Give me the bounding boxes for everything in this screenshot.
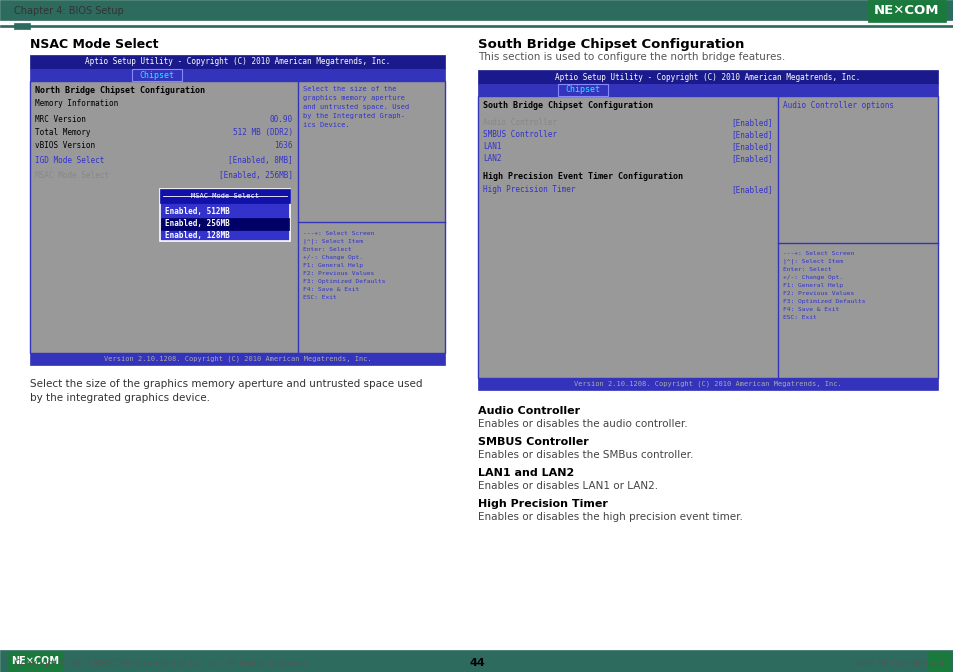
Text: F3: Optimized Defaults: F3: Optimized Defaults [303,279,385,284]
Text: Select the size of the: Select the size of the [303,86,396,92]
Bar [558,84,607,96]
Text: Enabled, 256MB: Enabled, 256MB [165,219,230,228]
Text: Aptio Setup Utility - Copyright (C) 2010 American Megatrends, Inc.: Aptio Setup Utility - Copyright (C) 2010… [555,73,860,81]
Bar [927,652,949,670]
Text: Enables or disables the SMBus controller.: Enables or disables the SMBus controller… [477,450,693,460]
Bar [161,218,289,230]
Text: ESC: Exit: ESC: Exit [782,314,816,320]
Text: NISE 90 User Manual: NISE 90 User Manual [856,659,943,668]
Text: High Precision Timer: High Precision Timer [482,185,575,194]
Text: [Enabled]: [Enabled] [731,142,772,151]
Text: High Precision Timer: High Precision Timer [477,499,607,509]
Bar [0,25,953,27]
Text: F2: Previous Values: F2: Previous Values [303,271,374,276]
Text: Select the size of the graphics memory aperture and untrusted space used: Select the size of the graphics memory a… [30,379,422,389]
Text: 512 MB (DDR2): 512 MB (DDR2) [233,128,293,137]
Text: [Enabled, 8MB]: [Enabled, 8MB] [228,156,293,165]
Text: F1: General Help: F1: General Help [782,283,842,288]
Bar [132,69,182,81]
Bar [30,55,444,69]
Text: F4: Save & Exit: F4: Save & Exit [303,286,359,292]
Text: and untrusted space. Used: and untrusted space. Used [303,104,409,110]
Bar [30,81,444,353]
Text: High Precision Event Timer Configuration: High Precision Event Timer Configuration [482,172,682,181]
Text: ics Device.: ics Device. [303,122,350,128]
Text: F2: Previous Values: F2: Previous Values [782,290,853,296]
Text: |^|: Select Item: |^|: Select Item [303,239,363,244]
Text: Enter: Select: Enter: Select [782,267,831,271]
Text: F4: Save & Exit: F4: Save & Exit [782,306,839,312]
Text: [Enabled]: [Enabled] [731,130,772,139]
Text: Chipset: Chipset [565,85,599,95]
Text: North Bridge Chipset Configuration: North Bridge Chipset Configuration [35,86,205,95]
Text: Enables or disables the audio controller.: Enables or disables the audio controller… [477,419,687,429]
Text: [Enabled]: [Enabled] [731,118,772,127]
Text: Chipset: Chipset [139,71,174,79]
Text: SMBUS Controller: SMBUS Controller [482,130,557,139]
Text: South Bridge Chipset Configuration: South Bridge Chipset Configuration [482,101,652,110]
Text: Audio Controller: Audio Controller [482,118,557,127]
Bar [0,0,953,20]
Text: vBIOS Version: vBIOS Version [35,141,95,150]
Text: +/-: Change Opt.: +/-: Change Opt. [303,255,363,259]
Text: MSAC Mode Select: MSAC Mode Select [191,193,258,199]
Text: Enabled, 512MB: Enabled, 512MB [165,207,230,216]
Text: [Enabled]: [Enabled] [731,185,772,194]
Text: Enabled, 128MB: Enabled, 128MB [165,231,230,240]
Text: South Bridge Chipset Configuration: South Bridge Chipset Configuration [477,38,743,51]
Text: 00.90: 00.90 [270,115,293,124]
Text: LAN2: LAN2 [482,154,501,163]
Text: Enter: Select: Enter: Select [303,247,352,251]
Text: Version 2.10.1208. Copyright (C) 2010 American Megatrends, Inc.: Version 2.10.1208. Copyright (C) 2010 Am… [104,355,371,362]
Bar [160,189,290,203]
Text: |^|: Select Item: |^|: Select Item [782,259,842,264]
Text: Enables or disables the high precision event timer.: Enables or disables the high precision e… [477,512,742,522]
Bar [867,0,945,22]
Bar [477,378,937,390]
Bar [30,353,444,365]
Text: Enables or disables LAN1 or LAN2.: Enables or disables LAN1 or LAN2. [477,481,658,491]
Text: F1: General Help: F1: General Help [303,263,363,267]
Text: IGD Mode Select: IGD Mode Select [35,156,104,165]
Text: Version 2.10.1208. Copyright (C) 2010 American Megatrends, Inc.: Version 2.10.1208. Copyright (C) 2010 Am… [574,381,841,387]
Text: This section is used to configure the north bridge features.: This section is used to configure the no… [477,52,784,62]
Bar [477,96,937,378]
Text: SMBUS Controller: SMBUS Controller [477,437,588,447]
Text: NE✕COM: NE✕COM [873,5,939,17]
Text: LAN1 and LAN2: LAN1 and LAN2 [477,468,574,478]
Text: LAN1: LAN1 [482,142,501,151]
Bar [30,69,444,81]
Text: [Enabled, 256MB]: [Enabled, 256MB] [219,171,293,180]
Text: [Enabled]: [Enabled] [731,154,772,163]
Text: Chapter 4: BIOS Setup: Chapter 4: BIOS Setup [14,6,124,16]
Text: graphics memory aperture: graphics memory aperture [303,95,405,101]
Text: Memory Information: Memory Information [35,99,118,108]
Bar [160,189,290,241]
Text: NSAC Mode Select: NSAC Mode Select [30,38,158,51]
Text: +/-: Change Opt.: +/-: Change Opt. [782,275,842,280]
Text: Aptio Setup Utility - Copyright (C) 2010 American Megatrends, Inc.: Aptio Setup Utility - Copyright (C) 2010… [85,58,390,67]
Text: 44: 44 [469,658,484,668]
Text: MSAC Mode Select: MSAC Mode Select [35,171,109,180]
Text: ---+: Select Screen: ---+: Select Screen [782,251,853,255]
Text: by the Integrated Graph-: by the Integrated Graph- [303,113,405,119]
Text: MRC Version: MRC Version [35,115,86,124]
Text: Copyright © 2013 NEXCOM International Co., Ltd. All Rights Reserved.: Copyright © 2013 NEXCOM International Co… [15,659,311,668]
Bar [0,650,953,672]
Bar [8,652,62,670]
Text: by the integrated graphics device.: by the integrated graphics device. [30,393,210,403]
Text: Total Memory: Total Memory [35,128,91,137]
Text: 1636: 1636 [274,141,293,150]
Text: F3: Optimized Defaults: F3: Optimized Defaults [782,298,864,304]
Text: Audio Controller: Audio Controller [477,406,579,416]
Text: ESC: Exit: ESC: Exit [303,294,336,300]
Text: NE✕COM: NE✕COM [11,656,59,666]
Bar [477,70,937,84]
Text: ---+: Select Screen: ---+: Select Screen [303,230,374,236]
Bar [477,84,937,96]
Text: Audio Controller options: Audio Controller options [782,101,893,110]
Bar [14,23,30,29]
